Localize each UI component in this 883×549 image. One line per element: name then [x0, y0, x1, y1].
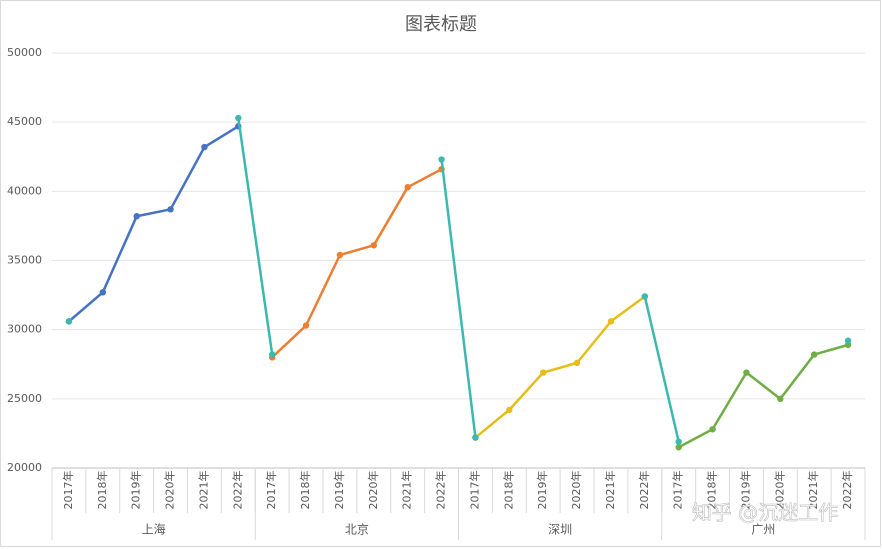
data-point [709, 426, 716, 433]
x-tick-label: 2021年 [603, 471, 617, 510]
data-point [302, 322, 310, 329]
series-line [271, 168, 443, 359]
data-point [404, 183, 411, 191]
data-point [641, 293, 649, 300]
data-point [438, 156, 445, 163]
data-point [472, 434, 479, 441]
y-tick-label: 50000 [7, 46, 42, 59]
x-tick-label: 2017年 [264, 471, 278, 510]
data-point [675, 444, 682, 451]
y-tick-label: 20000 [7, 461, 42, 474]
data-point [268, 351, 276, 358]
series-line [474, 295, 646, 439]
x-tick-label: 2018年 [298, 471, 312, 510]
data-point [539, 369, 547, 376]
group-label: 北京 [345, 523, 369, 537]
data-point [336, 251, 344, 259]
x-tick-label: 2021年 [400, 471, 414, 510]
x-tick-label: 2018年 [95, 471, 109, 510]
x-tick-label: 2021年 [806, 471, 820, 510]
data-point [506, 406, 513, 414]
x-tick-label: 2020年 [163, 471, 177, 510]
y-tick-label: 30000 [7, 323, 42, 336]
x-tick-label: 2022年 [434, 471, 448, 510]
data-point [65, 318, 73, 325]
watermark: 知乎 @沉迷工作 [692, 501, 838, 525]
data-point [370, 242, 378, 249]
data-point [573, 359, 581, 367]
x-tick-label: 2021年 [196, 471, 210, 510]
y-tick-label: 40000 [7, 184, 42, 197]
group-label: 上海 [142, 522, 166, 537]
x-tick-label: 2019年 [535, 471, 549, 510]
data-point [99, 289, 107, 296]
x-tick-label: 2020年 [366, 471, 380, 510]
y-tick-label: 35000 [7, 254, 42, 267]
x-tick-label: 2022年 [637, 471, 651, 510]
x-tick-label: 2020年 [772, 471, 786, 510]
x-tick-label: 2019年 [332, 471, 346, 510]
series-line [68, 125, 239, 323]
x-tick-label: 2020年 [569, 471, 583, 510]
x-tick-label: 2022年 [840, 471, 854, 510]
series-line [678, 343, 849, 449]
group-label: 广州 [751, 523, 775, 537]
data-point [167, 206, 174, 213]
x-tick-label: 2017年 [467, 471, 481, 510]
data-point [743, 369, 750, 376]
y-tick-label: 45000 [7, 115, 42, 128]
data-point [777, 395, 784, 403]
x-tick-label: 2018年 [501, 471, 515, 510]
group-label: 深圳 [548, 523, 572, 537]
data-point [201, 143, 208, 151]
x-tick-label: 2017年 [671, 471, 685, 510]
data-point [235, 114, 242, 122]
data-point [438, 166, 445, 173]
x-tick-label: 2019年 [129, 471, 143, 510]
x-tick-label: 2022年 [230, 471, 244, 510]
y-tick-label: 25000 [7, 392, 42, 405]
data-point [133, 213, 140, 220]
data-point [844, 337, 852, 344]
chart-title: 图表标题 [405, 14, 477, 35]
x-tick-label: 2017年 [61, 471, 75, 510]
data-point [675, 438, 682, 445]
data-point [607, 318, 615, 325]
data-point [810, 351, 818, 358]
data-point [235, 123, 242, 130]
x-tick-label: 2018年 [705, 471, 719, 510]
x-tick-label: 2019年 [738, 471, 752, 510]
